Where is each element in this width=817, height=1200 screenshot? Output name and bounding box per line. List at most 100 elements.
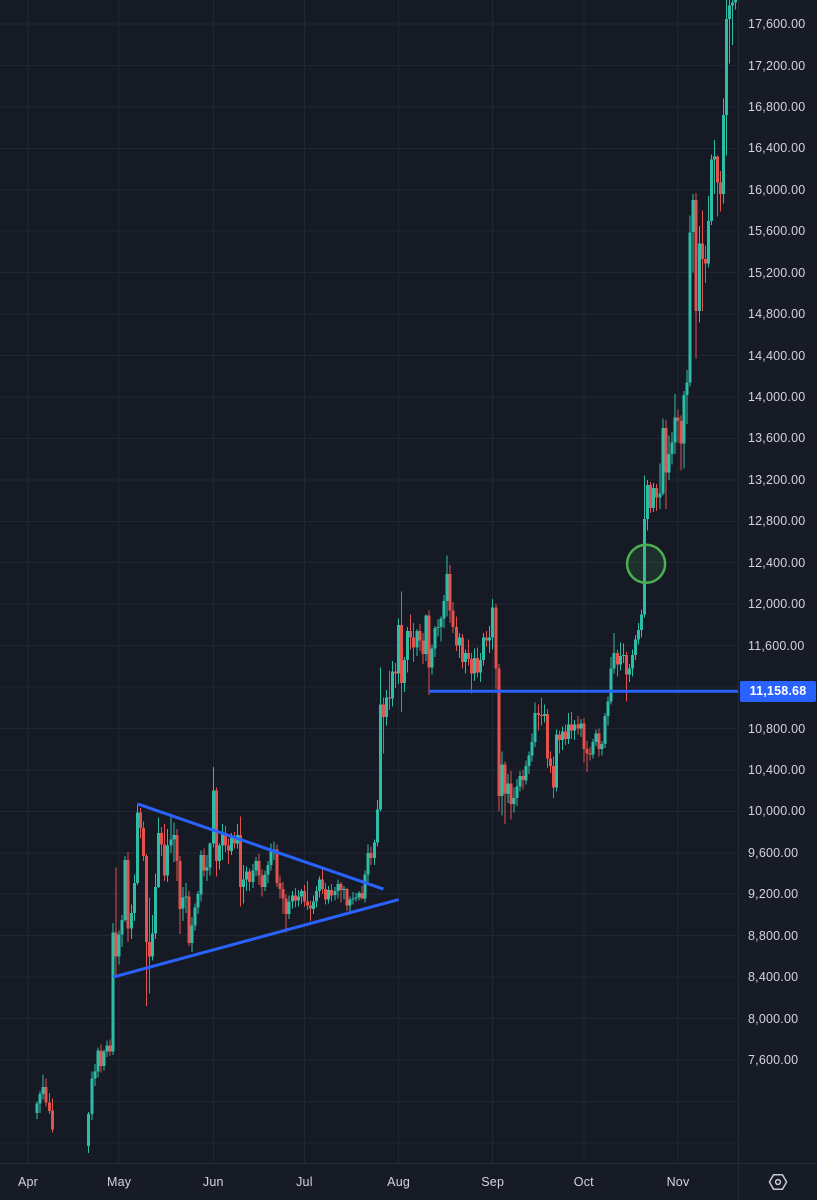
candle — [266, 861, 270, 883]
candle — [603, 712, 607, 749]
trendline-2[interactable] — [112, 898, 399, 979]
candle — [184, 882, 188, 913]
candle — [691, 193, 695, 273]
candle — [445, 555, 449, 617]
price-tick: 17,200.00 — [748, 58, 806, 73]
candle — [594, 729, 598, 747]
candle — [634, 635, 637, 661]
candle — [700, 210, 704, 311]
candle — [533, 702, 537, 748]
candle — [315, 885, 319, 908]
candle — [643, 475, 647, 618]
candle — [287, 895, 291, 920]
candle — [375, 800, 379, 847]
month-label: Jul — [296, 1175, 313, 1189]
price-line-label: 11,158.68 — [740, 680, 816, 702]
candle — [132, 874, 136, 922]
candle — [251, 864, 255, 888]
candle — [388, 670, 391, 710]
candle — [187, 891, 191, 946]
price-tick: 15,600.00 — [748, 224, 806, 239]
candle — [333, 887, 337, 901]
candle — [239, 816, 243, 907]
candle — [190, 917, 194, 953]
price-tick: 15,200.00 — [748, 265, 806, 280]
candle — [135, 804, 139, 885]
candle — [621, 643, 625, 664]
candle — [460, 634, 464, 669]
price-tick: 10,000.00 — [748, 804, 806, 819]
candle — [312, 895, 315, 914]
candle — [38, 1091, 42, 1113]
candle — [430, 644, 434, 675]
candle — [290, 891, 294, 909]
price-tick: 14,000.00 — [748, 390, 806, 404]
candle — [703, 245, 707, 283]
circle-annotation[interactable] — [625, 543, 667, 585]
candle — [327, 885, 331, 904]
price-tick: 10,800.00 — [748, 721, 806, 736]
candle — [342, 885, 346, 900]
candle — [278, 875, 282, 899]
candle — [299, 889, 303, 904]
candle — [564, 724, 568, 746]
price-axis[interactable]: 11,158.68 17,600.00 17,200.00 16,800.00 16,… — [738, 0, 817, 1163]
candle — [166, 829, 170, 882]
candle — [722, 98, 726, 204]
candle — [731, 0, 735, 45]
candle — [488, 625, 492, 653]
month-label: Sep — [481, 1175, 505, 1189]
candle — [391, 661, 394, 707]
price-tick: 13,600.00 — [748, 431, 806, 446]
candle — [102, 1049, 106, 1071]
candle — [293, 888, 297, 908]
candle — [442, 594, 446, 628]
candle — [482, 633, 486, 666]
candle — [409, 614, 413, 650]
candle — [196, 891, 200, 914]
candle — [336, 879, 340, 899]
candle — [305, 880, 309, 910]
candle — [503, 761, 507, 824]
candle — [591, 738, 595, 759]
candle — [709, 154, 713, 225]
candle — [418, 623, 422, 651]
candle — [618, 642, 622, 671]
candle — [725, 0, 729, 156]
trendline-1[interactable] — [136, 802, 384, 891]
gear-icon[interactable] — [767, 1172, 789, 1192]
candle — [394, 663, 397, 689]
candle — [211, 766, 215, 848]
candle — [172, 822, 176, 863]
candlestick-plot[interactable] — [0, 0, 738, 1163]
price-tick: 9,200.00 — [748, 887, 799, 902]
candle — [542, 704, 546, 723]
candle — [129, 904, 133, 939]
price-tick: 14,400.00 — [748, 348, 806, 363]
candle — [302, 884, 306, 907]
candle — [694, 192, 698, 359]
candle — [512, 787, 516, 813]
candle — [679, 415, 683, 471]
candle — [612, 633, 616, 674]
candle — [491, 599, 495, 650]
candle — [208, 842, 212, 876]
candle — [567, 712, 571, 744]
candle — [397, 618, 401, 684]
candle — [145, 853, 148, 1007]
price-tick: 16,800.00 — [748, 99, 806, 114]
candle — [175, 829, 179, 881]
candle — [123, 855, 127, 923]
candle — [369, 846, 373, 866]
candle — [716, 155, 719, 217]
candle — [506, 774, 510, 804]
time-axis[interactable]: Apr May Jun Jul Aug Sep Oct Nov — [0, 1163, 817, 1200]
axis-settings-corner[interactable] — [738, 1164, 817, 1200]
candle — [138, 808, 142, 839]
candle — [485, 631, 489, 647]
candle — [35, 1101, 39, 1119]
candle — [667, 435, 671, 480]
candle — [451, 602, 455, 634]
candle — [646, 479, 650, 531]
